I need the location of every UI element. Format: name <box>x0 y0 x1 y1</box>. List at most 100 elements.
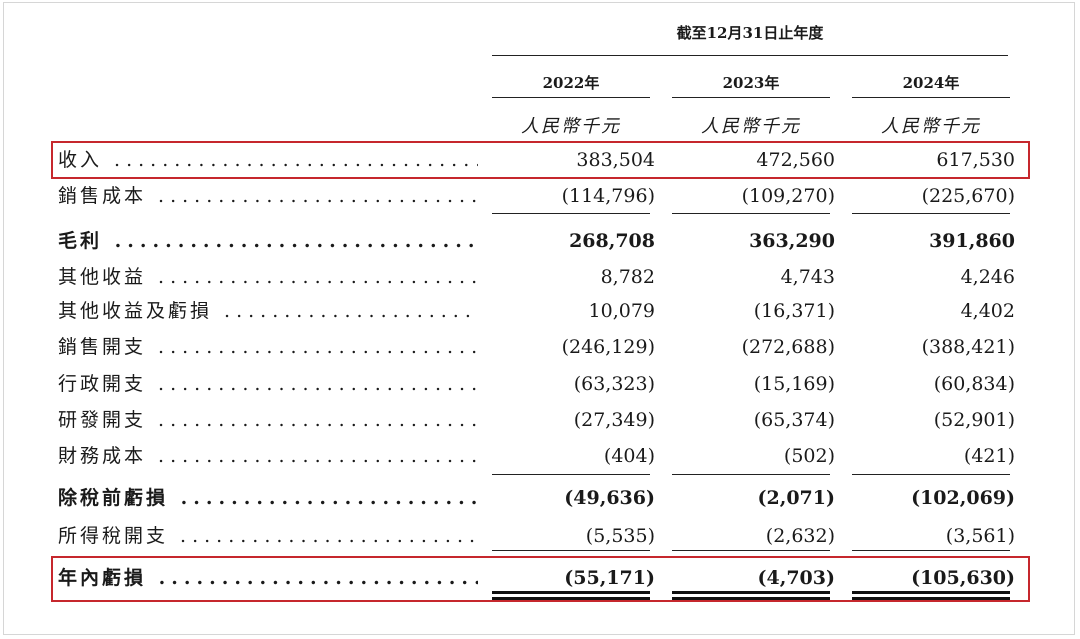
period-header: 截至12月31日止年度 <box>676 24 824 42</box>
cell-value: 363,290 <box>749 230 835 252</box>
leader-dots: ........................................… <box>158 373 478 395</box>
row-label-text: 銷售開支 <box>58 336 147 358</box>
row-label-text: 銷售成本 <box>58 185 147 207</box>
year-header-2022: 2022年 <box>542 74 600 92</box>
cell-value: 10,079 <box>588 300 655 322</box>
cell-value: 4,743 <box>780 266 835 288</box>
row-label: 年內虧損 ...................................… <box>58 564 478 592</box>
cell-value: (2,632) <box>765 525 835 547</box>
row-label-text: 研發開支 <box>58 409 147 431</box>
leader-dots: ........................................… <box>180 525 478 547</box>
cell-value: (65,374) <box>753 409 835 431</box>
subtotal-rule <box>492 550 650 551</box>
table-row: 除稅前虧損 ..................................… <box>0 480 1080 516</box>
row-label: 除稅前虧損 ..................................… <box>58 484 478 512</box>
total-double-rule <box>492 591 650 594</box>
cell-value: (246,129) <box>561 336 655 358</box>
year-rule <box>672 97 830 98</box>
total-double-rule <box>852 597 1010 600</box>
cell-value: (27,349) <box>573 409 655 431</box>
leader-dots: ........................................… <box>158 445 478 467</box>
cell-value: (421) <box>963 445 1015 467</box>
cell-value: (16,371) <box>753 300 835 322</box>
cell-value: (404) <box>603 445 655 467</box>
cell-value: (2,071) <box>757 487 835 509</box>
table-row: 財務成本 ...................................… <box>0 438 1080 474</box>
cell-value: 268,708 <box>569 230 655 252</box>
cell-value: (388,421) <box>921 336 1015 358</box>
row-label-text: 收入 <box>58 149 103 171</box>
year-rule <box>852 97 1010 98</box>
table-row: 年內虧損 ...................................… <box>0 560 1080 596</box>
row-label: 行政開支 ...................................… <box>58 370 478 398</box>
document-frame <box>3 2 1075 635</box>
leader-dots: ........................................… <box>114 149 478 171</box>
subtotal-rule <box>852 474 1010 475</box>
row-label-text: 所得稅開支 <box>58 525 169 547</box>
leader-dots: ........................................… <box>158 185 478 207</box>
cell-value: (102,069) <box>911 487 1015 509</box>
cell-value: 383,504 <box>576 149 655 171</box>
leader-dots: ........................................… <box>114 230 478 252</box>
leader-dots: ........................................… <box>180 487 478 509</box>
row-label-text: 除稅前虧損 <box>58 487 169 509</box>
cell-value: (105,630) <box>911 567 1015 589</box>
cell-value: 391,860 <box>929 230 1015 252</box>
row-label: 毛利 .....................................… <box>58 227 478 255</box>
net-loss-highlight-box <box>51 556 1030 602</box>
cell-value: 617,530 <box>936 149 1015 171</box>
subtotal-rule <box>672 474 830 475</box>
subtotal-rule <box>492 213 650 214</box>
row-label: 研發開支 ...................................… <box>58 406 478 434</box>
row-label: 其他收益 ...................................… <box>58 263 478 291</box>
table-row: 收入 .....................................… <box>0 142 1080 178</box>
subtotal-rule <box>852 213 1010 214</box>
subtotal-rule <box>492 474 650 475</box>
cell-value: (15,169) <box>753 373 835 395</box>
cell-value: (60,834) <box>933 373 1015 395</box>
revenue-highlight-box <box>51 141 1030 179</box>
year-header-2024: 2024年 <box>902 74 960 92</box>
unit-label: 人民幣千元 <box>701 116 801 137</box>
row-label-text: 毛利 <box>58 230 103 252</box>
leader-dots: ........................................… <box>224 300 478 322</box>
subtotal-rule <box>672 550 830 551</box>
cell-value: (52,901) <box>933 409 1015 431</box>
cell-value: 4,402 <box>960 300 1015 322</box>
year-header-2023: 2023年 <box>722 74 780 92</box>
cell-value: 4,246 <box>960 266 1015 288</box>
table-row: 銷售成本 ...................................… <box>0 178 1080 214</box>
cell-value: (5,535) <box>585 525 655 547</box>
unit-label: 人民幣千元 <box>881 116 981 137</box>
row-label: 收入 .....................................… <box>58 146 478 174</box>
row-label-text: 其他收益 <box>58 266 147 288</box>
cell-value: 472,560 <box>756 149 835 171</box>
subtotal-rule <box>672 213 830 214</box>
cell-value: (55,171) <box>564 567 655 589</box>
table-row: 其他收益及虧損 ................................… <box>0 293 1080 329</box>
cell-value: (109,270) <box>741 185 835 207</box>
year-rule <box>492 97 650 98</box>
period-header-rule <box>492 55 1008 56</box>
row-label-text: 行政開支 <box>58 373 147 395</box>
cell-value: (272,688) <box>741 336 835 358</box>
total-double-rule <box>492 597 650 600</box>
cell-value: (49,636) <box>564 487 655 509</box>
cell-value: (114,796) <box>561 185 655 207</box>
row-label: 銷售成本 ...................................… <box>58 182 478 210</box>
row-label: 財務成本 ...................................… <box>58 442 478 470</box>
subtotal-rule <box>852 550 1010 551</box>
leader-dots: ........................................… <box>158 567 478 589</box>
cell-value: (225,670) <box>921 185 1015 207</box>
table-row: 所得稅開支 ..................................… <box>0 518 1080 554</box>
table-row: 其他收益 ...................................… <box>0 259 1080 295</box>
table-row: 行政開支 ...................................… <box>0 366 1080 402</box>
total-double-rule <box>672 597 830 600</box>
row-label: 所得稅開支 ..................................… <box>58 522 478 550</box>
row-label: 銷售開支 ...................................… <box>58 333 478 361</box>
row-label-text: 年內虧損 <box>58 567 147 589</box>
row-label: 其他收益及虧損 ................................… <box>58 297 478 325</box>
total-double-rule <box>672 591 830 594</box>
row-label-text: 其他收益及虧損 <box>58 300 213 322</box>
cell-value: (3,561) <box>945 525 1015 547</box>
